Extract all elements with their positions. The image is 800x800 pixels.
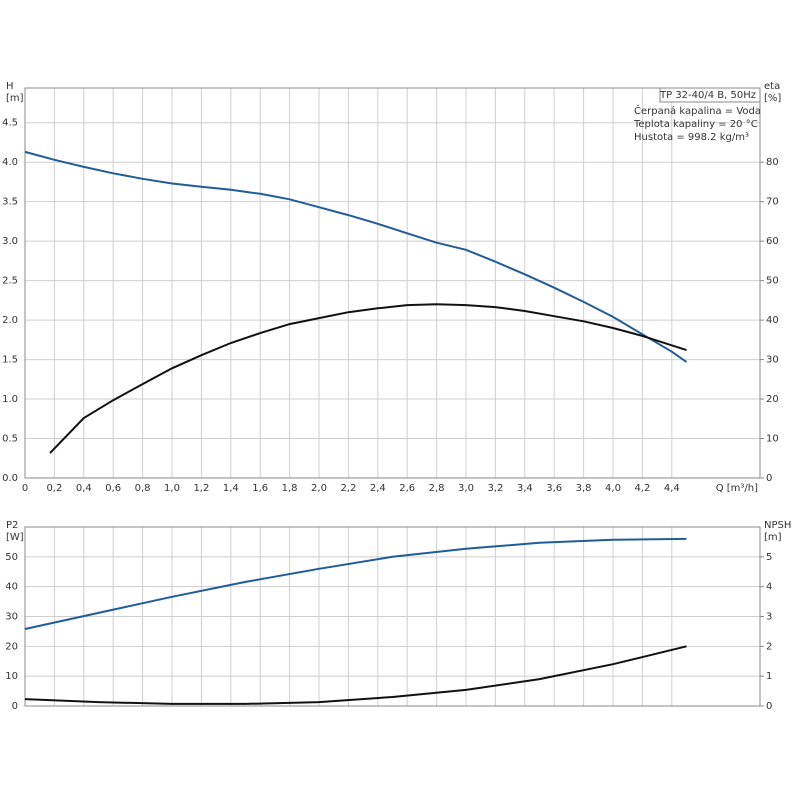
x-axis-label: Q [m³/h]: [716, 483, 758, 494]
x-tick-label: 4,4: [664, 483, 680, 494]
x-tick-label: 2,6: [399, 483, 415, 494]
x-tick-label: 0,4: [76, 483, 92, 494]
y2-tick-label: 4: [766, 582, 772, 593]
y2-tick-label: 20: [766, 394, 779, 405]
y2-tick-label: 0: [766, 473, 772, 484]
x-tick-label: 3,8: [576, 483, 592, 494]
y-tick-label: 0: [12, 701, 18, 712]
x-tick-label: 2,2: [340, 483, 356, 494]
y2-tick-label: 2: [766, 641, 772, 652]
curve: [24, 645, 687, 705]
y-tick-label: 3.5: [2, 197, 18, 208]
y2-tick-label: 70: [766, 197, 779, 208]
x-tick-label: 4,2: [634, 483, 650, 494]
x-tick-label: 2,4: [370, 483, 386, 494]
x-tick-label: 3,4: [517, 483, 533, 494]
y-tick-label: 1.5: [2, 355, 18, 366]
y-tick-label: 30: [5, 612, 18, 623]
y2-axis-unit: [m]: [764, 532, 782, 543]
y2-tick-label: 60: [766, 236, 779, 247]
x-tick-label: 1,4: [223, 483, 239, 494]
y2-tick-label: 10: [766, 434, 779, 445]
x-tick-label: 2,0: [311, 483, 327, 494]
x-tick-label: 0: [22, 483, 28, 494]
y2-tick-label: 40: [766, 315, 779, 326]
y-tick-label: 40: [5, 582, 18, 593]
y2-tick-label: 5: [766, 552, 772, 563]
y-tick-label: 1.0: [2, 394, 18, 405]
y2-tick-label: 50: [766, 276, 779, 287]
x-tick-label: 1,0: [164, 483, 180, 494]
y2-axis-unit: [%]: [764, 93, 781, 104]
x-tick-label: 0,6: [105, 483, 121, 494]
x-tick-label: 1,8: [282, 483, 298, 494]
info-line: Hustota = 998.2 kg/m³: [634, 132, 749, 143]
x-tick-label: 0,8: [135, 483, 151, 494]
x-tick-label: 1,2: [193, 483, 209, 494]
x-tick-label: 0,2: [46, 483, 62, 494]
y-tick-label: 2.5: [2, 276, 18, 287]
y-tick-label: 0.5: [2, 434, 18, 445]
y-axis-unit: [W]: [6, 532, 24, 543]
y-tick-label: 3.0: [2, 236, 18, 247]
y2-axis-label: eta: [764, 81, 780, 92]
curve: [24, 537, 687, 630]
curve: [49, 303, 687, 454]
info-line: Teplota kapaliny = 20 °C: [633, 119, 758, 130]
info-box: [659, 87, 761, 103]
y-tick-label: 10: [5, 671, 18, 682]
y2-tick-label: 80: [766, 157, 779, 168]
info-title: TP 32-40/4 B, 50Hz: [659, 90, 756, 101]
y-axis-label: P2: [6, 520, 18, 531]
plot-frame: [24, 87, 761, 479]
y2-tick-label: 1: [766, 671, 772, 682]
x-tick-label: 3,6: [546, 483, 562, 494]
y-tick-label: 20: [5, 641, 18, 652]
y-axis-label: H: [6, 81, 14, 92]
y2-tick-label: 30: [766, 355, 779, 366]
y-tick-label: 2.0: [2, 315, 18, 326]
x-tick-label: 3,2: [487, 483, 503, 494]
y-tick-label: 4.0: [2, 157, 18, 168]
y-tick-label: 50: [5, 552, 18, 563]
x-tick-label: 1,6: [252, 483, 268, 494]
curve: [24, 150, 688, 363]
y2-tick-label: 0: [766, 701, 772, 712]
y2-axis-label: NPSH: [764, 520, 791, 531]
y-tick-label: 0.0: [2, 473, 18, 484]
y-axis-unit: [m]: [6, 93, 24, 104]
x-tick-label: 3,0: [458, 483, 474, 494]
plot-frame: [24, 526, 761, 707]
x-tick-label: 4,0: [605, 483, 621, 494]
y-tick-label: 4.5: [2, 118, 18, 129]
info-line: Čerpaná kapalina = Voda: [634, 104, 761, 117]
x-tick-label: 2,8: [429, 483, 445, 494]
y2-tick-label: 3: [766, 612, 772, 623]
